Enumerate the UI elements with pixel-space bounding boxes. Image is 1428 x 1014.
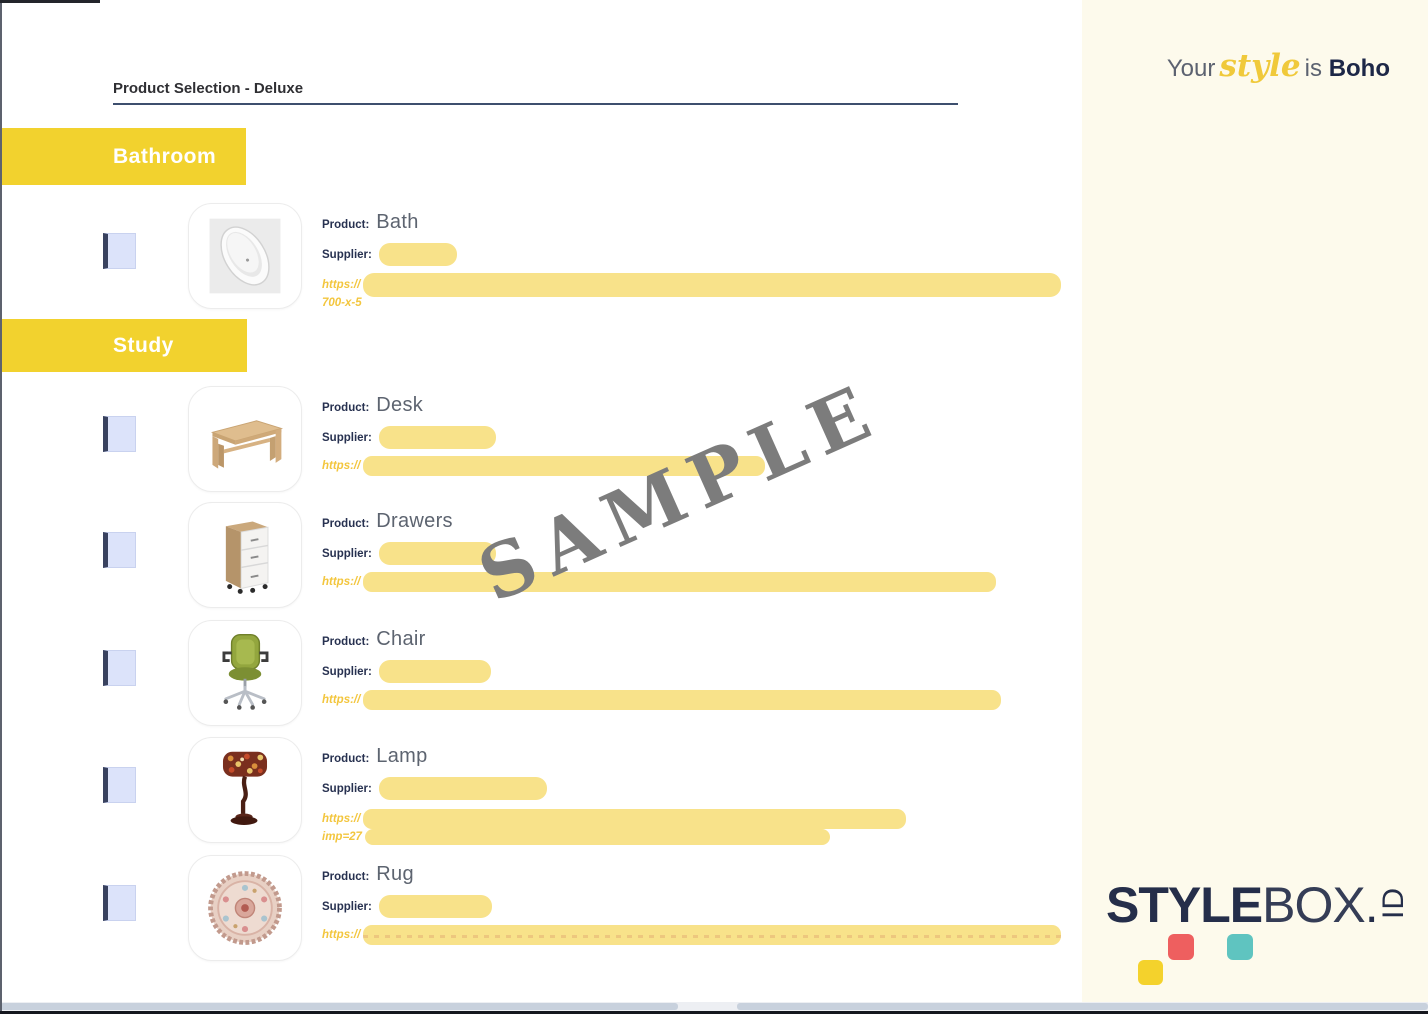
product-label: Product: <box>322 219 370 231</box>
section-banner-bathroom: Bathroom <box>0 128 246 185</box>
supplier-redacted-highlight <box>378 895 492 918</box>
product-row-chair: Product: Chair Supplier: https:// <box>0 620 1082 730</box>
page-title: Product Selection - Deluxe <box>113 80 304 97</box>
logo-yellow-square <box>1138 960 1163 985</box>
product-label: Product: <box>322 871 370 883</box>
product-name: Desk <box>376 394 424 416</box>
supplier-redacted-highlight <box>378 426 496 449</box>
supplier-label: Supplier: <box>322 782 372 795</box>
supplier-label: Supplier: <box>322 665 372 678</box>
tagline-middle: is <box>1304 55 1323 82</box>
url-line2: imp=27 <box>322 831 362 843</box>
window-top-edge <box>0 0 100 3</box>
rug-image <box>208 871 282 945</box>
logo-red-square <box>1168 934 1194 960</box>
office-chair-image <box>222 633 269 710</box>
product-row-drawers: Product: Drawers Supplier: https:// <box>0 502 1082 612</box>
url-redacted-highlight[interactable] <box>363 925 1062 945</box>
tagline-prefix: Your <box>1166 55 1216 82</box>
select-checkbox[interactable] <box>103 885 136 921</box>
product-label: Product: <box>322 402 370 414</box>
product-row-desk: Product: Desk Supplier: https:// <box>0 386 1082 496</box>
product-name: Lamp <box>376 745 428 767</box>
product-label: Product: <box>322 753 370 765</box>
section-label: Bathroom <box>113 144 217 168</box>
product-name: Chair <box>376 628 426 650</box>
product-name: Drawers <box>376 510 453 532</box>
scrollbar-thumb-right[interactable] <box>737 1003 1428 1010</box>
url-prefix[interactable]: https:// <box>322 694 361 706</box>
select-checkbox[interactable] <box>103 767 136 803</box>
bathtub-image <box>209 218 281 294</box>
stylebox-logo: STYLEBOX.ID <box>1106 876 1410 934</box>
tagline-style-name: Boho <box>1328 55 1390 82</box>
url-prefix[interactable]: https:// <box>322 279 361 291</box>
logo-teal-square <box>1227 934 1253 960</box>
logo-id-rotated: ID <box>1376 887 1410 919</box>
tagline-style-word: style <box>1219 48 1301 84</box>
url-line2: 700-x-5 <box>322 297 362 309</box>
select-checkbox[interactable] <box>103 416 136 452</box>
url-redacted-highlight[interactable] <box>363 690 1002 710</box>
style-tagline: Your style is Boho <box>1167 48 1390 84</box>
product-image-card <box>188 737 302 843</box>
product-image-card <box>188 502 302 608</box>
scrollbar-thumb[interactable] <box>0 1003 678 1010</box>
url-redacted-highlight[interactable] <box>363 809 907 829</box>
logo-dot: . <box>1364 877 1379 933</box>
supplier-redacted-highlight <box>378 243 457 266</box>
url-prefix[interactable]: https:// <box>322 929 361 941</box>
product-image-card <box>188 620 302 726</box>
product-row-rug: Product: Rug Supplier: https:// <box>0 855 1082 965</box>
url-prefix[interactable]: https:// <box>322 576 361 588</box>
supplier-label: Supplier: <box>322 431 372 444</box>
product-label: Product: <box>322 636 370 648</box>
product-name: Bath <box>376 211 419 233</box>
supplier-redacted-highlight <box>378 777 547 800</box>
supplier-label: Supplier: <box>322 547 372 560</box>
product-label: Product: <box>322 518 370 530</box>
url-prefix[interactable]: https:// <box>322 460 361 472</box>
product-row-lamp: Product: Lamp Supplier: https:// imp=27 <box>0 737 1082 847</box>
select-checkbox[interactable] <box>103 650 136 686</box>
section-banner-study: Study <box>0 319 247 372</box>
supplier-label: Supplier: <box>322 248 372 261</box>
product-image-card <box>188 203 302 309</box>
url-redacted-highlight[interactable] <box>363 273 1062 297</box>
supplier-label: Supplier: <box>322 900 372 913</box>
logo-box-text: BOX <box>1262 877 1366 933</box>
logo-style-text: STYLE <box>1106 877 1263 933</box>
desk-image <box>210 420 284 469</box>
product-image-card <box>188 386 302 492</box>
url-prefix[interactable]: https:// <box>322 813 361 825</box>
title-underline <box>113 103 958 105</box>
select-checkbox[interactable] <box>103 233 136 269</box>
product-image-card <box>188 855 302 961</box>
url-redacted-highlight[interactable] <box>363 572 997 592</box>
select-checkbox[interactable] <box>103 532 136 568</box>
supplier-redacted-highlight <box>378 660 491 683</box>
section-label: Study <box>113 333 174 357</box>
product-row-bath: Product: Bath Supplier: https:// 700-x-5 <box>0 203 1082 313</box>
horizontal-scrollbar[interactable] <box>0 1002 1428 1011</box>
supplier-redacted-highlight <box>378 542 496 565</box>
url-redacted-highlight-line2[interactable] <box>364 829 830 845</box>
brand-sidebar <box>1082 0 1428 1014</box>
window-left-edge <box>0 0 2 1011</box>
url-redacted-highlight[interactable] <box>363 456 766 476</box>
window-bottom-edge <box>0 1011 1428 1014</box>
drawers-image <box>225 521 269 594</box>
product-name: Rug <box>376 863 414 885</box>
lamp-image <box>222 751 268 825</box>
